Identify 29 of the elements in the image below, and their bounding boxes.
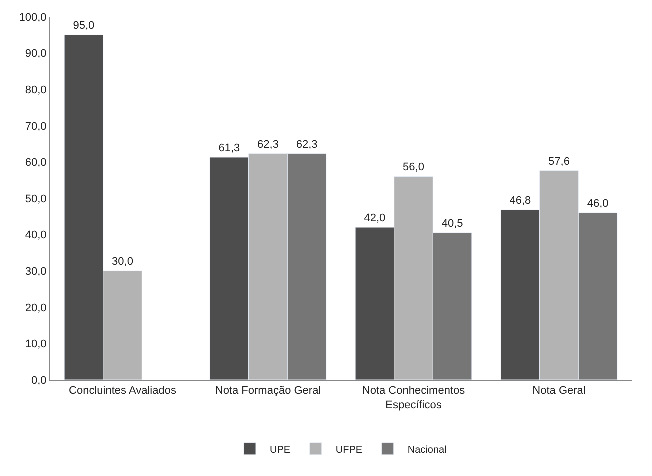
y-tick-label: 50,0 [25, 193, 47, 206]
data-label: 61,3 [218, 142, 240, 154]
y-tick-label: 0,0 [32, 374, 47, 387]
y-tick-label: 20,0 [25, 302, 47, 314]
y-tick-label: 30,0 [25, 266, 47, 278]
y-tick-label: 70,0 [25, 120, 47, 133]
data-label: 40,5 [442, 218, 464, 230]
legend-label: UPE [270, 444, 291, 456]
y-tick-label: 40,0 [25, 230, 47, 242]
y-tick-label: 100,0 [19, 12, 47, 24]
legend-label: Nacional [408, 444, 447, 456]
data-label: 42,0 [364, 212, 386, 225]
x-tick-label: Nota Conhecimentos Específicos [362, 385, 466, 412]
data-label: 62,3 [258, 138, 279, 151]
y-tick-label: 60,0 [25, 157, 47, 170]
y-tick-label: 90,0 [25, 48, 47, 60]
data-label: 46,0 [587, 198, 609, 210]
data-label: 62,3 [296, 138, 318, 151]
data-label: 56,0 [403, 162, 424, 174]
x-tick-label: Nota Geral [532, 385, 586, 398]
y-tick-label: 10,0 [25, 338, 47, 351]
data-label: 95,0 [73, 20, 95, 32]
x-tick-label: Nota Formação Geral [215, 385, 322, 398]
y-tick-label: 80,0 [25, 84, 47, 96]
legend-label: UFPE [336, 444, 363, 456]
data-label: 30,0 [112, 256, 134, 268]
x-tick-label: Concluintes Avaliados [69, 385, 177, 398]
data-label: 46,8 [510, 195, 532, 208]
data-label: 57,6 [548, 156, 570, 168]
